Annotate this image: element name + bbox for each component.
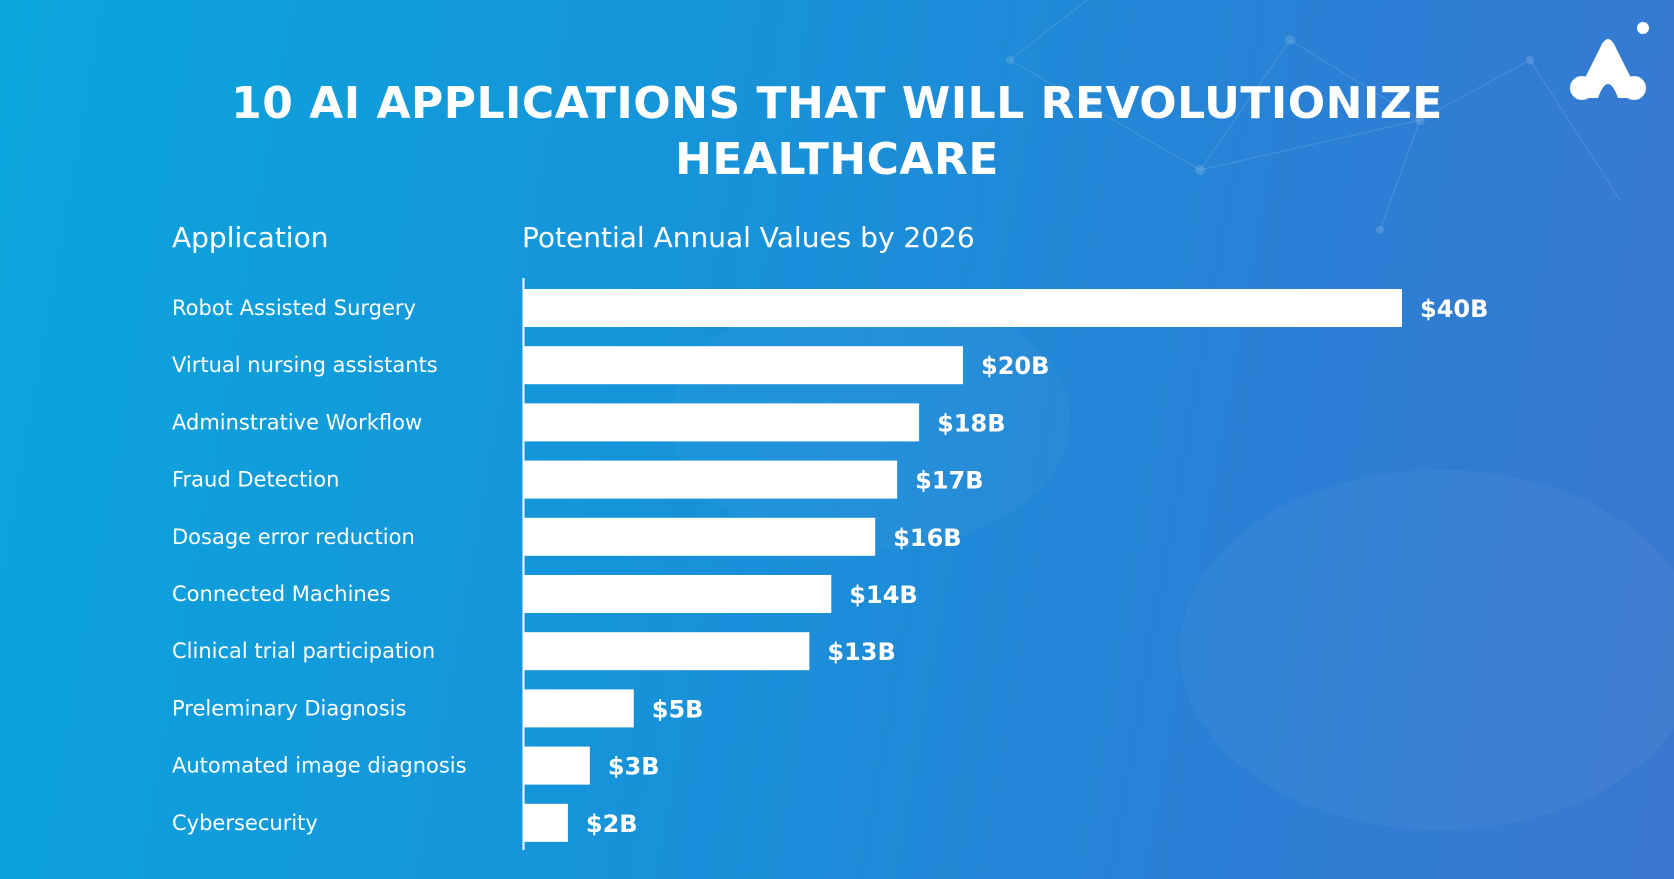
- bar: [524, 346, 963, 385]
- page-title: 10 AI APPLICATIONS THAT WILL REVOLUTIONI…: [0, 76, 1674, 188]
- bar: [524, 803, 568, 842]
- bar: [524, 403, 920, 442]
- value-label: $40B: [1420, 295, 1488, 323]
- bar: [524, 289, 1402, 327]
- title-line-2: HEALTHCARE: [675, 134, 999, 185]
- value-label: $17B: [915, 467, 983, 495]
- category-label: Robot Assisted Surgery: [172, 296, 416, 320]
- category-label: Clinical trial participation: [172, 639, 435, 663]
- bars-group: Robot Assisted Surgery $40B Virtual nursin…: [172, 289, 1488, 842]
- category-label: Preleminary Diagnosis: [172, 696, 406, 720]
- category-label: Dosage error reduction: [172, 525, 415, 549]
- title-line-1: 10 AI APPLICATIONS THAT WILL REVOLUTIONI…: [231, 78, 1443, 129]
- category-label: Adminstrative Workflow: [172, 410, 422, 434]
- value-label: $3B: [608, 753, 660, 781]
- value-label: $20B: [981, 352, 1049, 380]
- value-label: $16B: [893, 524, 961, 552]
- value-label: $2B: [586, 810, 638, 838]
- application-column-header: Application: [172, 221, 329, 254]
- category-label: Connected Machines: [172, 582, 391, 606]
- bar: [524, 632, 810, 671]
- brand-logo-icon: [1570, 22, 1649, 100]
- value-label: $13B: [827, 638, 895, 666]
- values-column-header: Potential Annual Values by 2026: [522, 221, 975, 254]
- category-label: Cybersecurity: [172, 811, 318, 835]
- bar: [524, 746, 590, 785]
- value-label: $18B: [937, 409, 1005, 437]
- bar: [524, 689, 634, 728]
- value-label: $14B: [849, 581, 917, 609]
- category-label: Fraud Detection: [172, 468, 339, 492]
- bar: [524, 460, 898, 499]
- bar: [524, 575, 832, 613]
- category-label: Automated image diagnosis: [172, 754, 467, 778]
- category-label: Virtual nursing assistants: [172, 353, 438, 377]
- bar: [524, 517, 876, 556]
- value-label: $5B: [652, 695, 704, 723]
